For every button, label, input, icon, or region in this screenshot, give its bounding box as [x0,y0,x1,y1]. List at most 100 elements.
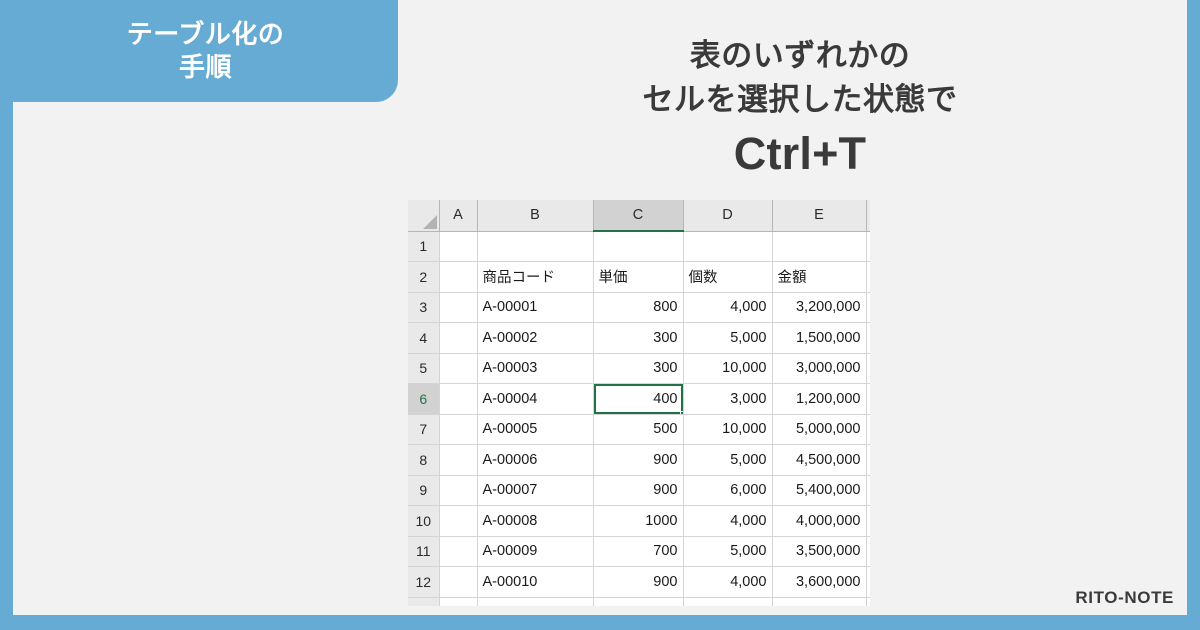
row-header-11[interactable]: 11 [408,536,440,567]
cell-d12[interactable]: 4,000 [683,566,773,598]
cell-a8[interactable] [439,444,478,476]
cell-a12[interactable] [439,566,478,598]
fill-handle[interactable] [679,410,682,414]
cell-f9[interactable] [866,475,870,506]
row-header-13-partial[interactable] [408,597,440,606]
cell-a6[interactable] [439,383,478,415]
cell-e6[interactable]: 1,200,000 [772,383,867,415]
cell-d8[interactable]: 5,000 [683,444,773,476]
cell-c1[interactable] [593,231,684,262]
spreadsheet[interactable]: A B C D E 1 [408,200,870,606]
column-header-a[interactable]: A [439,200,478,232]
table-row[interactable]: 12 A-00010 900 4,000 3,600,000 [408,566,870,598]
cell-d6[interactable]: 3,000 [683,383,773,415]
row-header-1[interactable]: 1 [408,231,440,262]
cell-b3[interactable]: A-00001 [477,292,594,323]
cell-b7[interactable]: A-00005 [477,414,594,445]
row-header-12[interactable]: 12 [408,566,440,598]
cell-e2[interactable]: 金額 [772,261,867,293]
select-all-corner[interactable] [408,200,440,232]
cell-d5[interactable]: 10,000 [683,353,773,384]
cell-b13[interactable] [477,597,594,606]
cell-b9[interactable]: A-00007 [477,475,594,506]
cell-d1[interactable] [683,231,773,262]
table-row[interactable] [408,597,870,606]
cell-f11[interactable] [866,536,870,567]
cell-c3[interactable]: 800 [593,292,684,323]
cell-e1[interactable] [772,231,867,262]
column-header-c[interactable]: C [593,200,684,232]
cell-a4[interactable] [439,322,478,354]
row-header-3[interactable]: 3 [408,292,440,323]
cell-e3[interactable]: 3,200,000 [772,292,867,323]
cell-a1[interactable] [439,231,478,262]
cell-f10[interactable] [866,505,870,537]
cell-c13[interactable] [593,597,684,606]
table-row[interactable]: 9 A-00007 900 6,000 5,400,000 [408,475,870,506]
row-header-2[interactable]: 2 [408,261,440,293]
cell-c8[interactable]: 900 [593,444,684,476]
row-header-8[interactable]: 8 [408,444,440,476]
cell-d10[interactable]: 4,000 [683,505,773,537]
cell-f6[interactable] [866,383,870,415]
cell-c6-selected[interactable]: 400 [593,383,684,415]
row-header-9[interactable]: 9 [408,475,440,506]
cell-c7[interactable]: 500 [593,414,684,445]
cell-b12[interactable]: A-00010 [477,566,594,598]
cell-e11[interactable]: 3,500,000 [772,536,867,567]
cell-f5[interactable] [866,353,870,384]
cell-d11[interactable]: 5,000 [683,536,773,567]
cell-e7[interactable]: 5,000,000 [772,414,867,445]
cell-e8[interactable]: 4,500,000 [772,444,867,476]
cell-a7[interactable] [439,414,478,445]
cell-c12[interactable]: 900 [593,566,684,598]
cell-b4[interactable]: A-00002 [477,322,594,354]
cell-e13[interactable] [772,597,867,606]
cell-e4[interactable]: 1,500,000 [772,322,867,354]
table-row[interactable]: 5 A-00003 300 10,000 3,000,000 [408,353,870,384]
cell-d7[interactable]: 10,000 [683,414,773,445]
cell-b1[interactable] [477,231,594,262]
cell-a9[interactable] [439,475,478,506]
table-row[interactable]: 6 A-00004 400 3,000 1,200,000 [408,383,870,415]
cell-c9[interactable]: 900 [593,475,684,506]
cell-c4[interactable]: 300 [593,322,684,354]
cell-c10[interactable]: 1000 [593,505,684,537]
cell-f13[interactable] [866,597,870,606]
cell-e5[interactable]: 3,000,000 [772,353,867,384]
cell-a5[interactable] [439,353,478,384]
cell-e10[interactable]: 4,000,000 [772,505,867,537]
cell-a11[interactable] [439,536,478,567]
cell-f2[interactable] [866,261,870,293]
column-header-d[interactable]: D [683,200,773,232]
column-header-b[interactable]: B [477,200,594,232]
cell-c5[interactable]: 300 [593,353,684,384]
cell-e12[interactable]: 3,600,000 [772,566,867,598]
row-header-6[interactable]: 6 [408,383,440,415]
column-header-f-partial[interactable] [866,200,870,232]
table-row[interactable]: 4 A-00002 300 5,000 1,500,000 [408,322,870,354]
cell-b10[interactable]: A-00008 [477,505,594,537]
cell-f1[interactable] [866,231,870,262]
cell-d9[interactable]: 6,000 [683,475,773,506]
table-row[interactable]: 7 A-00005 500 10,000 5,000,000 [408,414,870,445]
table-row[interactable]: 1 [408,231,870,262]
cell-c11[interactable]: 700 [593,536,684,567]
cell-d3[interactable]: 4,000 [683,292,773,323]
column-header-e[interactable]: E [772,200,867,232]
row-header-7[interactable]: 7 [408,414,440,445]
table-row[interactable]: 3 A-00001 800 4,000 3,200,000 [408,292,870,323]
row-header-5[interactable]: 5 [408,353,440,384]
table-row[interactable]: 8 A-00006 900 5,000 4,500,000 [408,444,870,476]
cell-f7[interactable] [866,414,870,445]
cell-d13[interactable] [683,597,773,606]
table-row[interactable]: 11 A-00009 700 5,000 3,500,000 [408,536,870,567]
cell-d2[interactable]: 個数 [683,261,773,293]
table-row[interactable]: 10 A-00008 1000 4,000 4,000,000 [408,505,870,537]
cell-e9[interactable]: 5,400,000 [772,475,867,506]
cell-a3[interactable] [439,292,478,323]
cell-b2[interactable]: 商品コード [477,261,594,293]
table-row[interactable]: 2 商品コード 単価 個数 金額 [408,261,870,293]
row-header-10[interactable]: 10 [408,505,440,537]
row-header-4[interactable]: 4 [408,322,440,354]
